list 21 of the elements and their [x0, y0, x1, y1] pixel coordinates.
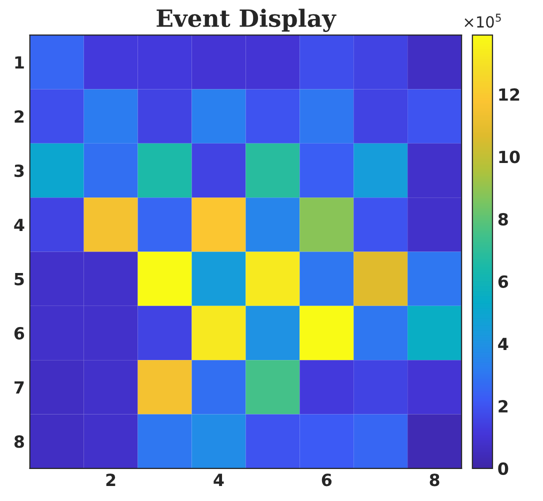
y-tick-label: 2 [14, 110, 24, 123]
color-bar-label: 0 [498, 462, 508, 476]
color-bar-title: ×10$^{5}$ [464, 14, 501, 28]
color-bar-label: 12 [499, 88, 520, 101]
x-tick-label: 4 [214, 474, 224, 486]
x-tick-label: 8 [430, 474, 440, 486]
color-bar-label: 4 [498, 338, 508, 350]
color-bar-label: 10 [499, 150, 520, 164]
y-tick-label: 1 [15, 56, 24, 68]
y-tick-label: 4 [14, 218, 24, 231]
y-tick-label: 8 [14, 435, 24, 448]
y-tick-label: 3 [14, 164, 24, 178]
x-tick-label: 2 [106, 474, 116, 486]
chart-title: Event Display [156, 8, 336, 32]
y-tick-label: 5 [14, 273, 24, 286]
x-tick-label: 6 [322, 474, 332, 486]
color-bar-label: 2 [498, 400, 508, 412]
y-tick-label: 6 [14, 326, 24, 340]
y-tick-label: 7 [14, 381, 24, 394]
color-bar-label: 8 [498, 212, 508, 226]
color-bar-label: 6 [498, 275, 508, 288]
